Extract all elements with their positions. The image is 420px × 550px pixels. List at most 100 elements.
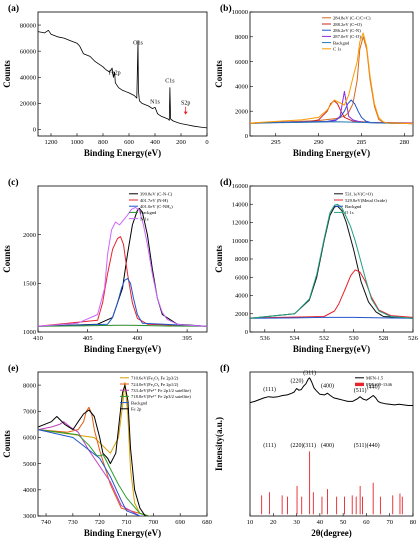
x-axis-label: Binding Energy(eV) <box>293 148 370 158</box>
series-line-4 <box>38 324 207 327</box>
x-tick-label: 40 <box>317 519 324 526</box>
panel-3: (c) 410 405 400 395 1000 1500 2000 Binding Energ… <box>2 177 208 354</box>
x-tick-label: 800 <box>98 139 108 146</box>
x-tick-label: 10 <box>247 519 254 526</box>
legend: 531.1eV(C=O)529.8eV(Metal Oxide)BackgndO… <box>334 192 387 215</box>
x-tick-label: 532 <box>319 335 329 342</box>
y-tick-label: 4000 <box>23 487 36 494</box>
peak-annotation: C1s <box>165 78 175 84</box>
x-tick-label: 400 <box>133 335 143 342</box>
x-tick-label: 690 <box>175 519 185 526</box>
x-tick-label: 405 <box>83 335 93 342</box>
series-line-3 <box>38 421 146 516</box>
panel-label: (f) <box>220 363 230 374</box>
y-tick-label: 7000 <box>23 408 36 415</box>
legend-entry: PDF#39-1346 <box>366 382 393 387</box>
y-tick-label: 60000 <box>20 48 36 55</box>
legend-entry: Backgnd <box>131 400 148 405</box>
legend-entry: 718.8eV(Fe³⁺ Fe 2p3/2 satellite) <box>131 394 191 399</box>
x-tick-label: 1200 <box>45 139 58 146</box>
peak-label-lower: (111) <box>263 442 276 449</box>
x-axis-label: Binding Energy(eV) <box>293 344 370 354</box>
series-line-1 <box>38 382 151 516</box>
panel-2: (b) 295 290 285 280 0 2000 4000 6000 8000 10000 Bin… <box>214 3 414 158</box>
y-tick-label: 10000 <box>232 238 248 245</box>
legend-entry: Backgnd <box>345 204 362 209</box>
panel-1: (a)1200 1000 800 600 400 200 00200004000060000… <box>2 3 209 158</box>
x-tick-label: 280 <box>400 139 410 146</box>
series-line-6 <box>250 32 413 125</box>
x-tick-label: 285 <box>357 139 367 146</box>
peak-label-lower: (440) <box>367 442 380 449</box>
legend-entry: 529.8eV(Metal Oxide) <box>345 198 387 203</box>
peak-label-upper: (220) <box>291 378 304 385</box>
y-tick-label: 1500 <box>23 281 36 288</box>
x-tick-label: 80 <box>410 519 417 526</box>
y-tick-label: 12000 <box>232 220 248 227</box>
legend-entry: 286.2eV (C-N) <box>333 28 361 33</box>
y-tick-label: 2000 <box>235 311 248 318</box>
x-tick-label: 680 <box>202 519 212 526</box>
y-tick-label: 4000 <box>235 293 248 300</box>
series-line-3 <box>38 278 207 327</box>
legend-entry: 710.6eV(Fe₂O₃ Fe 2p3/2) <box>131 376 179 381</box>
series-line-5 <box>250 121 413 125</box>
x-tick-label: 70 <box>386 519 393 526</box>
series-line-1 <box>250 205 413 319</box>
y-axis-label: Counts <box>2 430 12 458</box>
legend-entry: 401.0eV (C-NH₂) <box>140 204 173 209</box>
plot-frame <box>37 185 208 333</box>
x-axis-label: 2θ(degree) <box>311 528 352 538</box>
x-tick-label: 534 <box>290 335 301 342</box>
peak-label-upper: (311) <box>303 369 316 376</box>
panel-6: (f) 10 20 30 40 50 60 70 80 2θ(degree) Intensity(a… <box>214 363 416 538</box>
x-tick-label: 410 <box>33 335 43 342</box>
peak-annotation: Fe2p <box>109 71 121 77</box>
legend: 284.8eV (C-C/C=C)288.2eV (C=O)286.2eV (C… <box>322 16 371 52</box>
panel-label: (a) <box>8 3 19 14</box>
y-tick-label: 1000 <box>23 329 36 336</box>
series-line-4 <box>250 203 413 319</box>
peak-label-lower: (311) <box>303 442 316 449</box>
legend-entry: N 1s <box>140 216 149 221</box>
series-line-1 <box>38 29 207 129</box>
y-axis-label: Counts <box>2 60 12 88</box>
series-line-1 <box>38 207 207 327</box>
panel-label: (e) <box>8 363 19 374</box>
x-tick-label: 50 <box>340 519 347 526</box>
series-line-4 <box>38 429 151 516</box>
x-tick-label: 740 <box>41 519 51 526</box>
panel-label: (c) <box>8 177 19 188</box>
plot-frame <box>37 371 208 517</box>
legend-entry: Fe 2p <box>131 407 142 412</box>
peak-annotation: N1s <box>150 99 160 105</box>
legend-entry: 401.7eV (N-H) <box>140 198 168 203</box>
y-tick-label: 3000 <box>23 513 36 520</box>
y-tick-label: 5000 <box>23 461 36 468</box>
series-line-5 <box>38 429 146 516</box>
x-tick-label: 730 <box>68 519 78 526</box>
legend-entry: Backgnd <box>140 210 157 215</box>
x-tick-label: 528 <box>378 335 388 342</box>
peak-annotation: O1s <box>133 41 143 47</box>
y-tick-label: 14000 <box>232 201 248 208</box>
x-tick-label: 30 <box>293 519 300 526</box>
arrow-head <box>183 111 188 115</box>
x-tick-label: 0 <box>205 139 208 146</box>
legend-swatch <box>355 382 364 387</box>
plot-frame <box>249 11 414 137</box>
y-tick-label: 4000 <box>235 84 248 91</box>
panel-5: (e) 740 730 720 710 700 690 680 3000 4000 5000 6000… <box>2 363 212 538</box>
legend-entry: 531.1eV(C=O) <box>345 192 373 197</box>
x-tick-label: 710 <box>122 519 132 526</box>
x-axis-label: Binding Energy(eV) <box>84 344 161 354</box>
y-tick-label: 2000 <box>235 108 248 115</box>
x-tick-label: 290 <box>314 139 324 146</box>
series-line-2 <box>250 100 413 124</box>
legend-entry: 288.2eV (C=O) <box>333 22 362 27</box>
y-axis-label: Intensity(a.u.) <box>214 417 224 471</box>
plot-frame <box>249 371 414 517</box>
legend: 399.8eV (C-N-C)401.7eV (N-H)401.0eV (C-N… <box>129 192 173 221</box>
y-axis-label: Counts <box>214 60 224 88</box>
